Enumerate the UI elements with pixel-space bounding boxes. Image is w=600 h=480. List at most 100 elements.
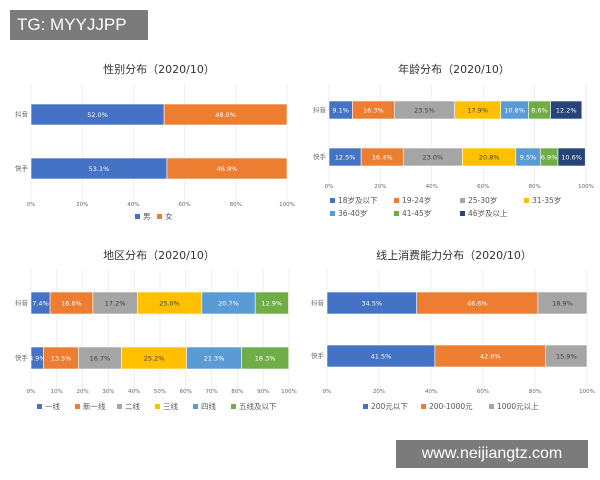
data-label: 16.7% xyxy=(90,354,111,362)
data-label: 7.4% xyxy=(32,299,49,307)
chart-3: 地区分布（2020/10） 0% 10% 20% 30% 40% 50% 60% 70% 80% 9… xyxy=(15,249,297,411)
legend-swatch xyxy=(330,211,335,216)
x-tick-label: 40% xyxy=(128,389,140,395)
legend-label: 新一线 xyxy=(83,401,106,411)
x-tick-label: 60% xyxy=(477,184,489,190)
legend-label: 男 xyxy=(143,212,151,221)
data-label: 4.9% xyxy=(29,354,46,362)
x-tick-label: 10% xyxy=(51,389,63,395)
x-tick-label: 100% xyxy=(281,389,297,395)
data-label: 6.9% xyxy=(541,153,558,161)
data-label: 9.1% xyxy=(332,106,349,114)
bar-segment xyxy=(241,346,290,370)
y-category-label: 抖音 xyxy=(311,298,325,307)
data-label: 8.6% xyxy=(531,106,548,114)
legend-label: 二线 xyxy=(125,401,140,411)
legend-swatch xyxy=(231,404,236,409)
legend-swatch xyxy=(155,404,160,409)
data-label: 12.5% xyxy=(335,153,356,161)
data-label: 23.5% xyxy=(414,106,435,114)
legend-label: 41-45岁 xyxy=(402,208,431,218)
data-label: 25.2% xyxy=(144,354,165,362)
bar-segment xyxy=(254,291,289,315)
legend-label: 女 xyxy=(165,211,173,221)
legend-swatch xyxy=(330,198,335,203)
data-label: 12.9% xyxy=(262,299,283,307)
bar-segment xyxy=(550,100,583,120)
data-label: 10.6% xyxy=(561,153,582,161)
y-category-label: 抖音 xyxy=(15,110,29,119)
x-tick-label: 90% xyxy=(257,389,269,395)
x-tick-label: 50% xyxy=(154,389,166,395)
x-tick-label: 80% xyxy=(230,202,242,208)
legend-label: 200元以下 xyxy=(371,402,408,411)
legend-swatch xyxy=(193,404,198,409)
legend-swatch xyxy=(460,211,465,216)
data-label: 9.5% xyxy=(520,153,537,161)
bar-segment xyxy=(537,291,588,315)
legend-label: 18岁及以下 xyxy=(338,195,378,205)
data-label: 53.1% xyxy=(89,165,110,173)
x-tick-label: 0% xyxy=(325,184,334,190)
x-tick-label: 0% xyxy=(27,389,36,395)
website-watermark: www.neijiangtz.com xyxy=(396,440,588,468)
bar-segment xyxy=(545,344,588,368)
legend-label: 46岁及以上 xyxy=(468,208,508,218)
chart-title: 地区分布（2020/10） xyxy=(103,249,215,262)
data-label: 12.2% xyxy=(556,106,577,114)
bar-segment xyxy=(557,147,586,167)
data-label: 13.5% xyxy=(51,354,72,362)
legend-swatch xyxy=(421,404,426,409)
legend-label: 19-24岁 xyxy=(402,195,431,205)
data-label: 23.0% xyxy=(422,153,443,161)
data-label: 15.9% xyxy=(556,352,577,360)
chart-title: 性别分布（2020/10） xyxy=(103,62,215,76)
legend-swatch xyxy=(460,198,465,203)
legend-label: 200-1000元 xyxy=(429,402,473,411)
data-label: 41.5% xyxy=(371,352,392,360)
data-label: 20.8% xyxy=(479,153,500,161)
data-label: 21.3% xyxy=(204,354,225,362)
legend-label: 三线 xyxy=(163,401,178,411)
legend-label: 1000元以上 xyxy=(497,402,539,411)
y-category-label: 快手 xyxy=(15,164,29,173)
x-tick-label: 30% xyxy=(102,389,114,395)
x-tick-label: 0% xyxy=(27,202,36,208)
legend-swatch xyxy=(37,404,42,409)
data-label: 46.9% xyxy=(217,165,238,173)
chart-2: 年龄分布（2020/10） 0% 20% 40% 60% 80% 100% 抖音 9.1% 16.… xyxy=(313,62,594,218)
legend-swatch xyxy=(75,404,80,409)
chart-title: 年龄分布（2020/10） xyxy=(398,62,510,76)
data-label: 20.7% xyxy=(218,299,239,307)
legend-swatch xyxy=(394,211,399,216)
x-tick-label: 20% xyxy=(76,202,88,208)
y-category-label: 快手 xyxy=(313,152,327,161)
chart-title: 线上消费能力分布（2020/10） xyxy=(376,248,532,262)
legend-label: 31-35岁 xyxy=(532,195,561,205)
y-category-label: 快手 xyxy=(311,351,325,360)
x-tick-label: 0% xyxy=(323,389,332,395)
x-tick-label: 60% xyxy=(180,389,192,395)
data-label: 18.9% xyxy=(552,299,573,307)
x-tick-label: 20% xyxy=(76,389,88,395)
data-label: 16.4% xyxy=(372,153,393,161)
legend-swatch xyxy=(394,198,399,203)
chart-4: 线上消费能力分布（2020/10） 0% 20% 40% 60% 80% 100% 抖音 34.… xyxy=(311,248,595,411)
data-label: 48.0% xyxy=(215,111,236,119)
channel-tag: TG: MYYJJPP xyxy=(10,10,148,40)
data-label: 52.0% xyxy=(87,111,108,119)
legend-swatch xyxy=(489,404,494,409)
legend-swatch xyxy=(117,404,122,409)
legend-label: 四线 xyxy=(201,401,216,411)
data-label: 46.6% xyxy=(467,299,488,307)
y-category-label: 快手 xyxy=(15,353,29,362)
x-tick-label: 100% xyxy=(578,184,594,190)
x-tick-label: 40% xyxy=(426,184,438,190)
chart-1: 性别分布（2020/10） 0% 20% 40% 60% 80% 100% 抖音 52.0% 48… xyxy=(15,62,295,221)
data-label: 17.9% xyxy=(467,106,488,114)
legend-label: 五线及以下 xyxy=(239,401,277,411)
x-tick-label: 80% xyxy=(231,389,243,395)
bar-segment xyxy=(166,157,288,180)
y-category-label: 抖音 xyxy=(313,105,327,114)
